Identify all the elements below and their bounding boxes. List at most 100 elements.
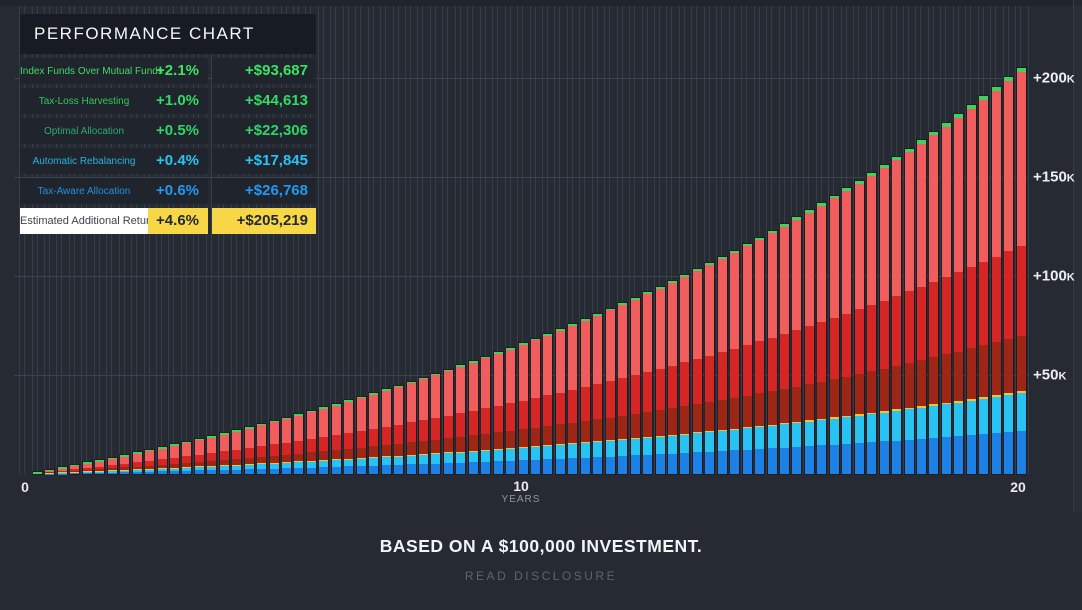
chart-bar-q75[interactable] [954,114,964,474]
segment-cyan [892,411,902,441]
segment-red [418,420,428,442]
segment-lightred [879,168,889,301]
chart-bar-q64[interactable] [817,203,827,474]
chart-bar-q39[interactable] [506,347,516,474]
chart-bar-q20[interactable] [269,420,279,474]
chart-bar-q51[interactable] [655,286,665,474]
chart-bar-q42[interactable] [543,333,553,474]
chart-bar-q30[interactable] [394,385,404,474]
chart-bar-q59[interactable] [755,237,765,474]
chart-bar-q29[interactable] [381,389,391,474]
chart-bar-q16[interactable] [219,433,229,474]
chart-bar-q49[interactable] [630,297,640,474]
segment-maroon [879,368,889,412]
chart-bar-q13[interactable] [182,441,192,474]
chart-bar-q79[interactable] [1004,77,1014,474]
chart-bar-q40[interactable] [518,343,528,474]
segment-cyan [207,466,217,471]
chart-bar-q56[interactable] [717,256,727,474]
chart-bar-q55[interactable] [705,263,715,474]
chart-bar-q36[interactable] [468,361,478,474]
chart-bar-q45[interactable] [580,319,590,474]
segment-yellow [854,414,864,416]
read-disclosure-link[interactable]: READ DISCLOSURE [464,569,618,583]
chart-bar-q5[interactable] [82,462,92,474]
chart-bar-q68[interactable] [867,172,877,474]
chart-bar-q60[interactable] [767,230,777,474]
chart-bar-q76[interactable] [966,105,976,474]
chart-bar-q7[interactable] [107,457,117,474]
chart-bar-q25[interactable] [331,404,341,474]
chart-bar-q4[interactable] [70,464,80,474]
chart-bar-q58[interactable] [742,244,752,474]
chart-bar-q73[interactable] [929,131,939,474]
chart-bar-q41[interactable] [531,338,540,474]
chart-bar-q31[interactable] [406,381,416,474]
chart-bar-q50[interactable] [643,292,653,474]
vertical-gridline [86,6,88,474]
chart-bar-q17[interactable] [232,430,242,474]
chart-bar-q61[interactable] [780,224,789,474]
chart-bar-q53[interactable] [680,275,690,474]
chart-bar-q32[interactable] [418,377,428,474]
chart-bar-q26[interactable] [344,400,354,474]
chart-bar-q8[interactable] [120,455,130,474]
horizontal-gridline [14,177,1028,178]
chart-bar-q22[interactable] [294,414,304,474]
segment-maroon [319,451,329,461]
vertical-gridline [342,6,344,474]
chart-bar-q77[interactable] [979,96,989,474]
chart-bar-q65[interactable] [829,195,839,474]
chart-bar-q2[interactable] [45,469,55,474]
chart-bar-q46[interactable] [593,313,603,474]
chart-bar-q19[interactable] [257,423,267,474]
chart-bar-q67[interactable] [854,180,864,474]
chart-bar-q54[interactable] [692,269,702,474]
vertical-gridline [243,6,245,474]
chart-bar-q37[interactable] [481,356,491,474]
chart-bar-q38[interactable] [493,352,503,474]
chart-bar-q18[interactable] [244,427,254,474]
vertical-gridline [156,6,157,474]
chart-bar-q1[interactable] [33,471,42,474]
chart-bar-q43[interactable] [555,329,565,474]
chart-bar-q21[interactable] [282,417,291,474]
chart-bar-q14[interactable] [194,438,204,474]
chart-bar-q11[interactable] [157,447,167,474]
chart-bar-q3[interactable] [57,467,67,474]
chart-bar-q35[interactable] [456,365,466,474]
chart-bar-q62[interactable] [792,217,802,474]
chart-bar-q78[interactable] [991,87,1001,474]
chart-bar-q47[interactable] [605,308,615,474]
chart-bar-q34[interactable] [443,369,453,474]
segment-blue [643,454,653,474]
chart-bar-q66[interactable] [842,188,852,474]
chart-bar-q80[interactable] [1016,67,1026,474]
segment-blue [344,466,354,474]
chart-bar-q9[interactable] [132,452,142,474]
segment-red [82,467,92,470]
segment-lightred [145,451,155,461]
chart-bar-q63[interactable] [804,210,814,474]
chart-bar-q28[interactable] [369,393,379,474]
segment-red [817,321,827,382]
chart-bar-q71[interactable] [904,148,914,474]
chart-bar-q48[interactable] [618,303,628,474]
chart-bar-q24[interactable] [319,407,329,474]
chart-bar-q74[interactable] [941,123,951,474]
chart-bar-q27[interactable] [356,396,366,474]
chart-bar-q33[interactable] [431,373,441,474]
segment-red [269,444,279,456]
chart-bar-q15[interactable] [207,435,217,474]
chart-bar-q72[interactable] [916,140,926,474]
chart-bar-q44[interactable] [568,324,578,474]
chart-bar-q6[interactable] [95,460,105,474]
chart-bar-q52[interactable] [667,281,677,474]
chart-bar-q23[interactable] [306,410,316,474]
chart-bar-q10[interactable] [145,449,155,474]
chart-bar-q12[interactable] [169,444,179,474]
chart-bar-q70[interactable] [892,156,902,474]
segment-green [605,308,615,311]
chart-bar-q57[interactable] [730,250,740,474]
chart-bar-q69[interactable] [879,165,889,474]
